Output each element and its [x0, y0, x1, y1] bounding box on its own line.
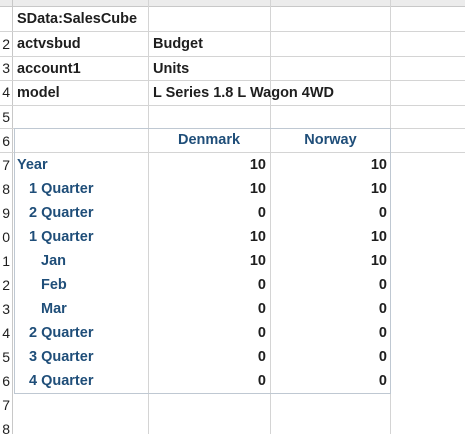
param-value-actvsbud[interactable]: Budget	[153, 36, 203, 52]
value-cell-denmark[interactable]: 0	[257, 301, 266, 317]
value-cell-norway[interactable]: 10	[370, 157, 387, 173]
row-label[interactable]: Jan	[41, 253, 66, 269]
value-cell-norway[interactable]: 0	[378, 373, 387, 389]
row-label[interactable]: Mar	[41, 301, 67, 317]
row-number[interactable]: 8	[2, 181, 10, 197]
grid-line	[0, 152, 465, 153]
value-cell-norway[interactable]: 0	[378, 277, 387, 293]
row-label[interactable]: 4 Quarter	[29, 373, 94, 389]
row-number[interactable]: 4	[2, 325, 10, 341]
row-number[interactable]: 5	[2, 349, 10, 365]
param-label-model[interactable]: model	[17, 85, 60, 101]
grid-line	[270, 0, 271, 434]
value-cell-denmark[interactable]: 10	[249, 229, 266, 245]
value-cell-norway[interactable]: 0	[378, 205, 387, 221]
grid-line	[148, 0, 149, 434]
row-number[interactable]: 6	[2, 132, 10, 149]
value-cell-norway[interactable]: 10	[370, 181, 387, 197]
cube-name[interactable]: SData:SalesCube	[17, 11, 138, 27]
grid-line	[0, 31, 465, 32]
row-number[interactable]: 9	[2, 205, 10, 221]
value-cell-denmark[interactable]: 10	[249, 157, 266, 173]
column-header-strip	[0, 0, 465, 7]
row-label[interactable]: 2 Quarter	[29, 325, 94, 341]
row-label[interactable]: 2 Quarter	[29, 205, 94, 221]
row-number[interactable]: 3	[2, 60, 10, 77]
row-number[interactable]: 0	[2, 229, 10, 245]
grid-line	[0, 56, 465, 57]
row-header-border	[12, 0, 13, 434]
value-cell-denmark[interactable]: 0	[257, 325, 266, 341]
row-label[interactable]: 1 Quarter	[29, 181, 94, 197]
value-cell-norway[interactable]: 0	[378, 349, 387, 365]
row-number[interactable]: 7	[2, 397, 10, 413]
row-number[interactable]: 8	[2, 421, 10, 437]
row-number[interactable]: 5	[2, 108, 10, 125]
value-cell-denmark[interactable]: 0	[257, 205, 266, 221]
row-label[interactable]: Year	[17, 157, 48, 173]
row-number[interactable]: 1	[2, 253, 10, 269]
value-cell-denmark[interactable]: 0	[257, 373, 266, 389]
value-cell-denmark[interactable]: 0	[257, 349, 266, 365]
column-header-denmark[interactable]: Denmark	[177, 132, 241, 148]
column-header-norway[interactable]: Norway	[304, 132, 357, 148]
grid-line	[0, 105, 465, 106]
row-number[interactable]: 7	[2, 157, 10, 173]
row-number[interactable]: 2	[2, 36, 10, 52]
param-label-account1[interactable]: account1	[17, 61, 81, 77]
value-cell-norway[interactable]: 0	[378, 301, 387, 317]
row-number[interactable]: 2	[2, 277, 10, 293]
grid-line	[0, 80, 465, 81]
value-cell-norway[interactable]: 0	[378, 325, 387, 341]
value-cell-norway[interactable]: 10	[370, 229, 387, 245]
value-cell-norway[interactable]: 10	[370, 253, 387, 269]
row-label[interactable]: Feb	[41, 277, 67, 293]
row-label[interactable]: 3 Quarter	[29, 349, 94, 365]
value-cell-denmark[interactable]: 10	[249, 253, 266, 269]
row-number[interactable]: 3	[2, 301, 10, 317]
row-label[interactable]: 1 Quarter	[29, 229, 94, 245]
value-cell-denmark[interactable]: 10	[249, 181, 266, 197]
param-label-actvsbud[interactable]: actvsbud	[17, 36, 81, 52]
row-number[interactable]: 6	[2, 373, 10, 389]
row-number[interactable]: 4	[2, 84, 10, 101]
param-value-model[interactable]: L Series 1.8 L Wagon 4WD	[153, 85, 335, 101]
param-value-account1[interactable]: Units	[153, 61, 190, 77]
value-cell-denmark[interactable]: 0	[257, 277, 266, 293]
report-table-frame	[14, 128, 391, 394]
row-number[interactable]	[0, 7, 10, 31]
